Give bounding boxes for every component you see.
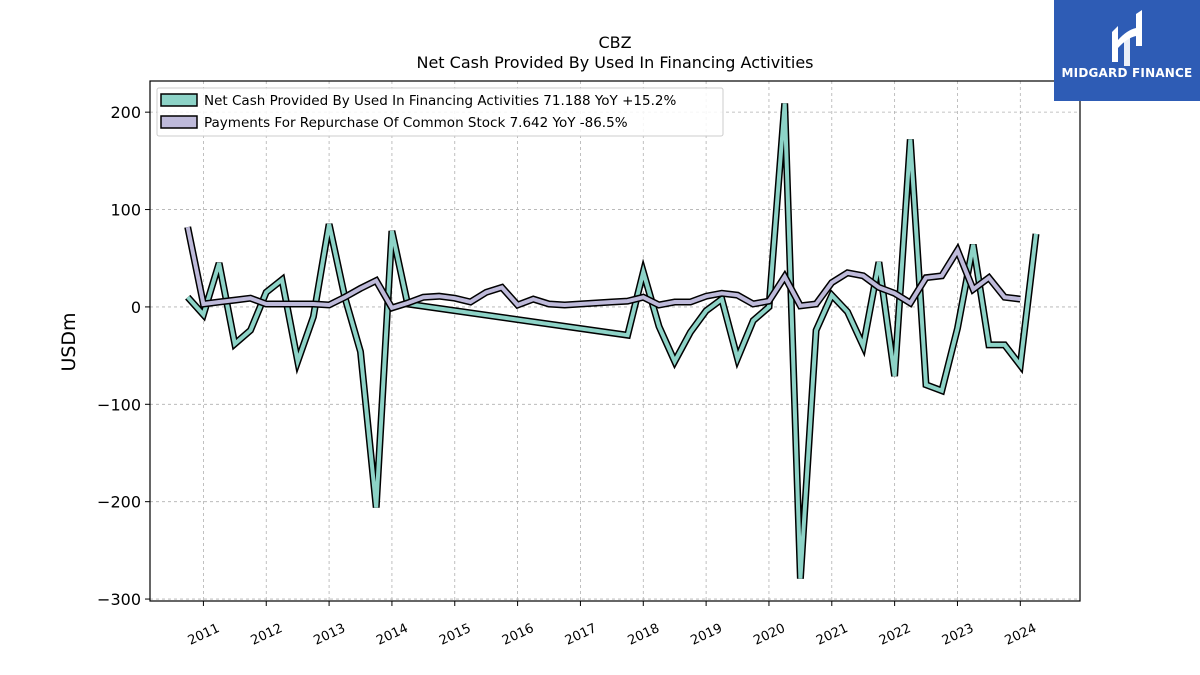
x-tick-label: 2016 xyxy=(500,621,536,649)
y-tick-label: 100 xyxy=(110,201,141,220)
x-tick-label: 2021 xyxy=(814,621,850,649)
x-tick-label: 2011 xyxy=(186,621,222,649)
x-tick-label: 2024 xyxy=(1003,621,1039,649)
series-line-2 xyxy=(185,226,1021,311)
x-tick-label: 2022 xyxy=(877,621,913,649)
brand-logo: MIDGARD FINANCE xyxy=(1054,0,1200,101)
x-tick-label: 2015 xyxy=(437,621,473,649)
series-lines xyxy=(184,103,1040,579)
y-tick-label: −300 xyxy=(97,590,141,609)
x-tick-label: 2019 xyxy=(688,621,724,649)
y-tick-label: −200 xyxy=(97,493,141,512)
legend: Net Cash Provided By Used In Financing A… xyxy=(156,87,724,137)
series-line-1 xyxy=(186,103,1038,579)
brand-name: MIDGARD FINANCE xyxy=(1061,66,1193,80)
legend-label-2: Payments For Repurchase Of Common Stock … xyxy=(204,115,628,131)
chart-title: CBZ xyxy=(598,33,631,52)
y-tick-label: 200 xyxy=(110,103,141,122)
y-axis-label: USDm xyxy=(58,312,80,371)
x-tick-label: 2023 xyxy=(940,621,976,649)
x-tick-label: 2020 xyxy=(751,621,787,649)
x-tick-label: 2014 xyxy=(374,621,410,649)
legend-box xyxy=(156,87,724,137)
x-tick-label: 2017 xyxy=(563,621,599,649)
grid-lines xyxy=(150,81,1080,601)
y-tick-label: 0 xyxy=(131,298,141,317)
x-tick-label: 2012 xyxy=(249,621,285,649)
brand-mark-icon xyxy=(1112,10,1142,66)
x-tick-label: 2018 xyxy=(626,621,662,649)
plot-frame xyxy=(149,80,1081,602)
y-tick-label: −100 xyxy=(97,395,141,414)
legend-label-1: Net Cash Provided By Used In Financing A… xyxy=(204,93,676,109)
x-tick-label: 2013 xyxy=(311,621,347,649)
legend-swatch-2 xyxy=(160,115,198,129)
chart-subtitle: Net Cash Provided By Used In Financing A… xyxy=(416,53,813,72)
legend-swatch-1 xyxy=(160,93,198,107)
